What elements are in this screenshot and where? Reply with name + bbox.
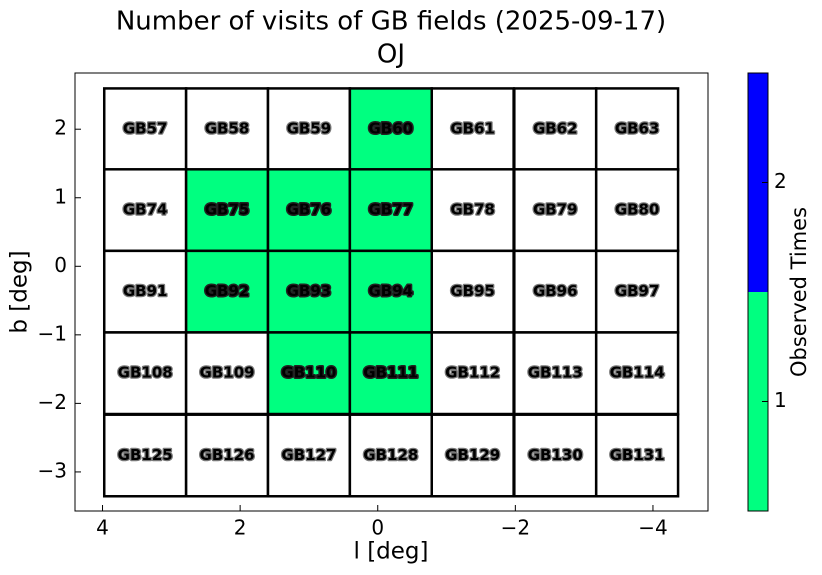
field-label: GB78 bbox=[450, 201, 495, 219]
field-label: GB114 bbox=[610, 364, 665, 382]
field-label: GB80 bbox=[615, 201, 660, 219]
y-tick-label: 2 bbox=[54, 116, 67, 140]
field-label: GB92 bbox=[205, 282, 250, 300]
chart-subtitle: OJ bbox=[377, 40, 405, 70]
field-label: GB77 bbox=[368, 201, 413, 219]
field-label: GB127 bbox=[281, 446, 336, 464]
field-label: GB59 bbox=[287, 120, 332, 138]
field-cell bbox=[594, 168, 680, 253]
field-label: GB74 bbox=[123, 201, 168, 219]
field-label: GB76 bbox=[287, 201, 332, 219]
field-label: GB110 bbox=[281, 364, 336, 382]
field-label: GB111 bbox=[363, 364, 418, 382]
field-cell bbox=[102, 413, 188, 498]
field-cell bbox=[102, 87, 188, 172]
colorbar-frame bbox=[747, 72, 769, 512]
field-label: GB61 bbox=[450, 120, 495, 138]
x-tick-label: −4 bbox=[638, 516, 667, 540]
x-axis-label: l [deg] bbox=[354, 539, 429, 565]
y-tick-label: −3 bbox=[38, 458, 67, 482]
field-label: GB91 bbox=[123, 282, 168, 300]
field-label: GB131 bbox=[610, 446, 665, 464]
field-cell bbox=[430, 249, 515, 334]
y-tick-label: −2 bbox=[38, 390, 67, 414]
field-label: GB57 bbox=[123, 120, 168, 138]
x-tick-label: 4 bbox=[96, 516, 109, 540]
field-cell bbox=[513, 331, 598, 416]
field-cell bbox=[594, 249, 680, 334]
field-label: GB79 bbox=[533, 201, 578, 219]
field-label: GB113 bbox=[528, 364, 583, 382]
field-label: GB125 bbox=[118, 446, 173, 464]
field-cell bbox=[266, 249, 352, 334]
x-tick-label: 2 bbox=[234, 516, 247, 540]
y-tick-label: −1 bbox=[38, 321, 67, 345]
field-cell bbox=[184, 331, 270, 416]
field-label: GB63 bbox=[615, 120, 660, 138]
field-cell bbox=[513, 249, 598, 334]
field-cell bbox=[184, 87, 270, 172]
colorbar-tick-label: 2 bbox=[774, 169, 787, 193]
field-label: GB94 bbox=[368, 282, 413, 300]
field-cell bbox=[430, 168, 515, 253]
field-cell bbox=[594, 413, 680, 498]
field-cell bbox=[184, 249, 270, 334]
field-label: GB97 bbox=[615, 282, 660, 300]
field-label: GB126 bbox=[200, 446, 255, 464]
field-cell bbox=[266, 413, 352, 498]
field-label: GB112 bbox=[445, 364, 500, 382]
chart-title: Number of visits of GB fields (2025-09-1… bbox=[116, 7, 666, 37]
y-tick-label: 1 bbox=[54, 184, 67, 208]
field-label: GB108 bbox=[118, 364, 173, 382]
y-axis-label: b [deg] bbox=[7, 250, 33, 333]
field-cell bbox=[102, 331, 188, 416]
colorbar-segment bbox=[748, 73, 768, 292]
field-label: GB75 bbox=[205, 201, 250, 219]
field-cell bbox=[513, 413, 598, 498]
field-label: GB62 bbox=[533, 120, 578, 138]
colorbar-segment bbox=[748, 292, 768, 511]
field-label: GB93 bbox=[287, 282, 332, 300]
colorbar-tick-label: 1 bbox=[774, 388, 787, 412]
field-label: GB109 bbox=[200, 364, 255, 382]
field-label: GB130 bbox=[528, 446, 583, 464]
field-label: GB129 bbox=[445, 446, 500, 464]
x-tick-label: −2 bbox=[501, 516, 530, 540]
y-tick-label: 0 bbox=[54, 253, 67, 277]
field-cell bbox=[266, 168, 352, 253]
field-cell bbox=[513, 87, 598, 172]
x-tick-label: 0 bbox=[371, 516, 384, 540]
field-label: GB58 bbox=[205, 120, 250, 138]
field-cell bbox=[102, 168, 188, 253]
field-label: GB96 bbox=[533, 282, 578, 300]
colorbar-label: Observed Times bbox=[787, 207, 811, 377]
plot-frame bbox=[74, 72, 709, 512]
field-label: GB95 bbox=[450, 282, 495, 300]
field-label: GB128 bbox=[363, 446, 418, 464]
field-label: GB60 bbox=[368, 120, 413, 138]
